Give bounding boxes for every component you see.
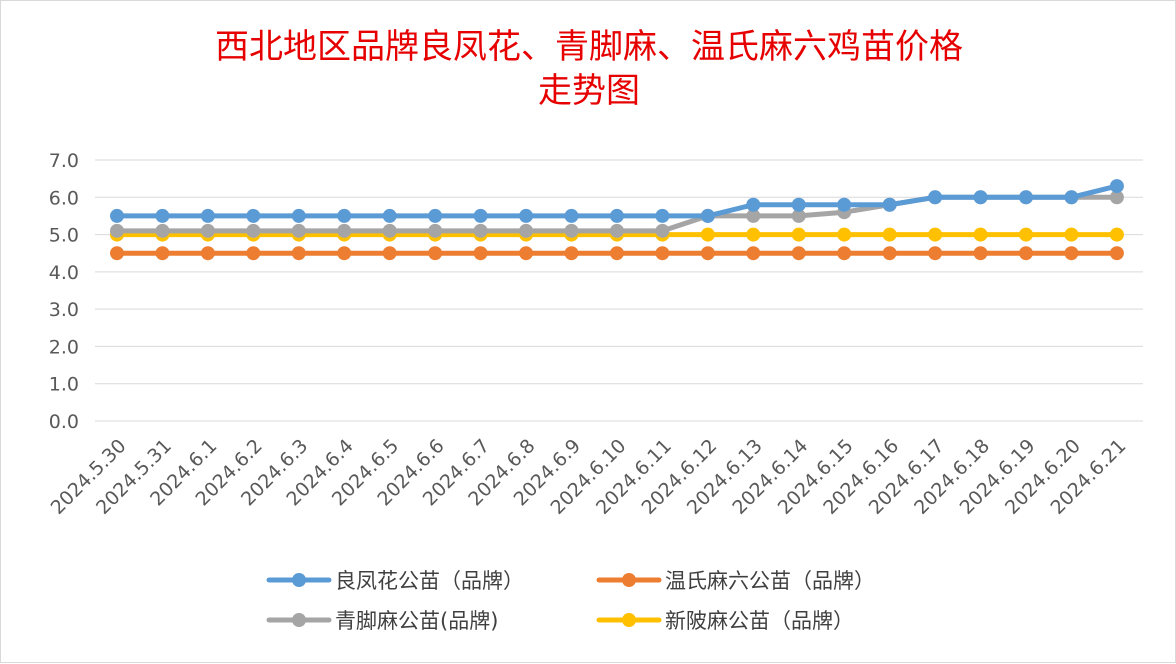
data-point xyxy=(382,223,397,238)
y-tick-label: 0.0 xyxy=(49,411,79,433)
data-point xyxy=(246,246,261,261)
data-point xyxy=(428,208,443,223)
data-point xyxy=(291,223,306,238)
legend-swatch-marker xyxy=(292,613,306,627)
data-point xyxy=(110,246,124,261)
data-point xyxy=(1109,227,1124,242)
data-point xyxy=(928,246,943,261)
data-point xyxy=(655,208,670,223)
chart-title-line-1: 西北地区品牌良凤花、青脚麻、温氏麻六鸡苗价格 xyxy=(215,27,963,67)
y-tick-label: 2.0 xyxy=(49,336,79,358)
data-point xyxy=(564,223,579,238)
data-point xyxy=(246,208,261,223)
data-point xyxy=(746,246,761,261)
data-point xyxy=(564,246,579,261)
chart-title: 西北地区品牌良凤花、青脚麻、温氏麻六鸡苗价格 走势图 xyxy=(1,25,1176,113)
data-point xyxy=(473,246,488,261)
legend-label: 良凤花公苗（品牌） xyxy=(335,569,524,593)
data-point xyxy=(473,208,488,223)
data-point xyxy=(337,208,352,223)
data-point xyxy=(155,246,170,261)
data-point xyxy=(564,208,579,223)
legend-swatch-marker xyxy=(622,573,636,587)
data-point xyxy=(473,223,488,238)
data-point xyxy=(928,227,943,242)
chart-title-line-2: 走势图 xyxy=(538,71,640,111)
y-tick-label: 3.0 xyxy=(49,299,79,321)
y-tick-label: 4.0 xyxy=(49,262,79,284)
y-tick-label: 7.0 xyxy=(49,150,79,172)
data-point xyxy=(791,208,806,223)
data-point xyxy=(700,208,715,223)
data-point xyxy=(837,227,852,242)
y-tick-label: 5.0 xyxy=(49,225,79,247)
data-point xyxy=(973,246,988,261)
data-point xyxy=(200,208,215,223)
data-point xyxy=(428,223,443,238)
data-point xyxy=(882,227,897,242)
data-point xyxy=(200,246,215,261)
data-point xyxy=(1109,246,1124,261)
data-point xyxy=(519,246,534,261)
data-point xyxy=(519,208,534,223)
data-point xyxy=(609,246,624,261)
data-point xyxy=(837,246,852,261)
data-point xyxy=(382,246,397,261)
data-point xyxy=(155,208,170,223)
data-point xyxy=(746,197,761,212)
data-point xyxy=(655,246,670,261)
data-point xyxy=(837,197,852,212)
data-point xyxy=(791,227,806,242)
data-point xyxy=(882,246,897,261)
legend-swatch-marker xyxy=(622,613,636,627)
data-point xyxy=(291,208,306,223)
y-tick-label: 1.0 xyxy=(49,374,79,396)
data-point xyxy=(428,246,443,261)
data-point xyxy=(973,227,988,242)
legend-label: 温氏麻六公苗（品牌） xyxy=(665,569,875,593)
data-point xyxy=(1109,190,1124,205)
data-point xyxy=(746,227,761,242)
data-point xyxy=(1064,246,1079,261)
data-point xyxy=(655,223,670,238)
data-point xyxy=(1019,227,1033,242)
data-point xyxy=(1064,190,1079,205)
data-point xyxy=(155,223,170,238)
legend-label: 新陂麻公苗（品牌） xyxy=(665,609,854,633)
data-point xyxy=(291,246,306,261)
data-point xyxy=(746,208,761,223)
data-point xyxy=(882,197,897,212)
data-point xyxy=(700,227,715,242)
data-point xyxy=(110,208,124,223)
data-point xyxy=(973,190,988,205)
data-point xyxy=(928,190,943,205)
data-point xyxy=(200,223,215,238)
data-point xyxy=(246,223,261,238)
data-point xyxy=(337,223,352,238)
data-point xyxy=(1019,246,1033,261)
data-point xyxy=(700,246,715,261)
data-point xyxy=(1064,227,1079,242)
y-tick-label: 6.0 xyxy=(49,187,79,209)
data-point xyxy=(609,208,624,223)
data-point xyxy=(791,246,806,261)
data-point xyxy=(1109,179,1124,194)
data-point xyxy=(337,246,352,261)
data-point xyxy=(382,208,397,223)
legend-label: 青脚麻公苗(品牌) xyxy=(335,609,498,633)
legend-swatch-marker xyxy=(292,573,306,587)
data-point xyxy=(519,223,534,238)
data-point xyxy=(791,197,806,212)
data-point xyxy=(110,223,124,238)
data-point xyxy=(1019,190,1033,205)
data-point xyxy=(609,223,624,238)
